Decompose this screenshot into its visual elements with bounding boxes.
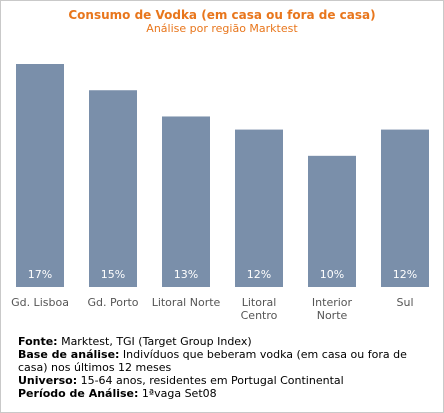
footer-universe-text: 15-64 anos, residentes em Portugal Conti… xyxy=(77,374,344,387)
footer-source: Fonte: Marktest, TGI (Target Group Index… xyxy=(18,335,428,348)
category-label-1: Gd. Porto xyxy=(87,296,138,309)
footer-period: Período de Análise: 1ªvaga Set08 xyxy=(18,387,428,400)
bar-value-label-2: 13% xyxy=(174,268,198,281)
bar-value-label-1: 15% xyxy=(101,268,125,281)
bar-3 xyxy=(235,129,283,287)
footer-base-text: Indivíduos que beberam vodka (em casa ou… xyxy=(18,348,407,374)
footer-source-label: Fonte: xyxy=(18,335,58,348)
bar-value-label-5: 12% xyxy=(393,268,417,281)
footer-base: Base de análise: Indivíduos que beberam … xyxy=(18,348,428,374)
chart-title: Consumo de Vodka (em casa ou fora de cas… xyxy=(68,8,376,22)
bar-1 xyxy=(89,90,137,287)
category-label-3-line-1: Centro xyxy=(241,309,278,322)
category-label-4-line-0: Interior xyxy=(312,296,353,309)
footer-universe-label: Universo: xyxy=(18,374,78,387)
footer-universe: Universo: 15-64 anos, residentes em Port… xyxy=(18,374,428,387)
category-label-3-line-0: Litoral xyxy=(242,296,277,309)
bar-4 xyxy=(308,155,356,287)
bar-value-label-4: 10% xyxy=(320,268,344,281)
category-label-4-line-1: Norte xyxy=(317,309,348,322)
footer-base-label: Base de análise: xyxy=(18,348,120,361)
bar-value-label-3: 12% xyxy=(247,268,271,281)
bar-5 xyxy=(381,129,429,287)
category-label-5: Sul xyxy=(396,296,413,309)
category-label-2: Litoral Norte xyxy=(152,296,221,309)
bar-chart: 17% Gd. Lisboa 15% Gd. Porto 13% Litoral Nort… xyxy=(11,64,429,322)
bar-value-label-0: 17% xyxy=(28,268,52,281)
footer-source-text: Marktest, TGI (Target Group Index) xyxy=(57,335,252,348)
footer-period-text: 1ªvaga Set08 xyxy=(138,387,217,400)
footer-period-label: Período de Análise: xyxy=(18,387,139,400)
category-label-0: Gd. Lisboa xyxy=(11,296,69,309)
chart-subtitle: Análise por região Marktest xyxy=(146,22,298,35)
bar-2 xyxy=(162,116,210,288)
chart-footer: Fonte: Marktest, TGI (Target Group Index… xyxy=(18,335,428,400)
bar-0 xyxy=(16,64,64,287)
